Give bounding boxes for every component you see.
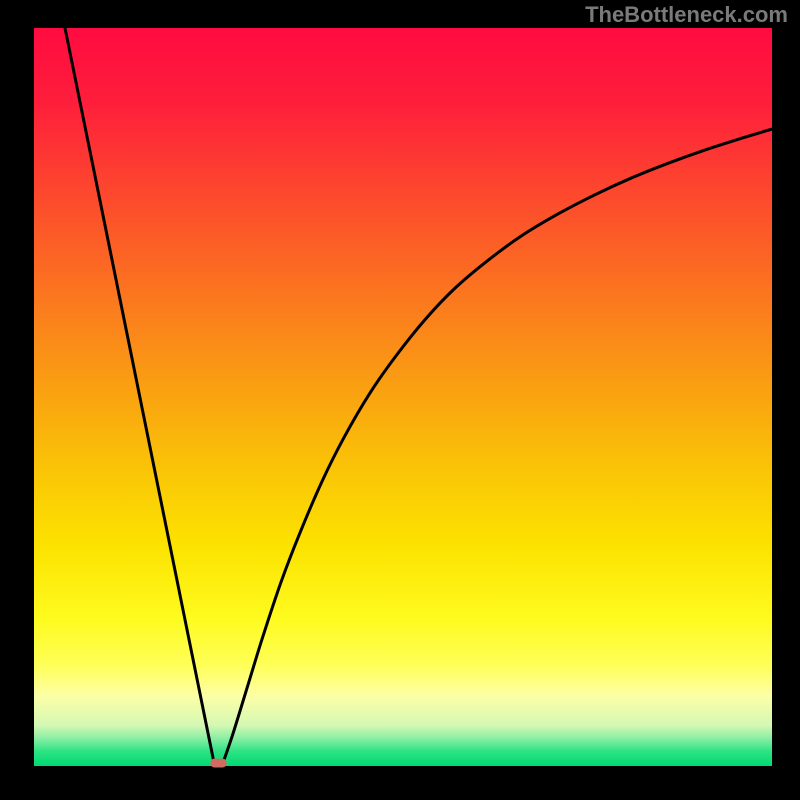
watermark-text: TheBottleneck.com (585, 2, 788, 28)
chart-container: TheBottleneck.com (0, 0, 800, 800)
minimum-marker (210, 759, 226, 768)
plot-background (34, 28, 772, 766)
bottleneck-chart (0, 0, 800, 800)
